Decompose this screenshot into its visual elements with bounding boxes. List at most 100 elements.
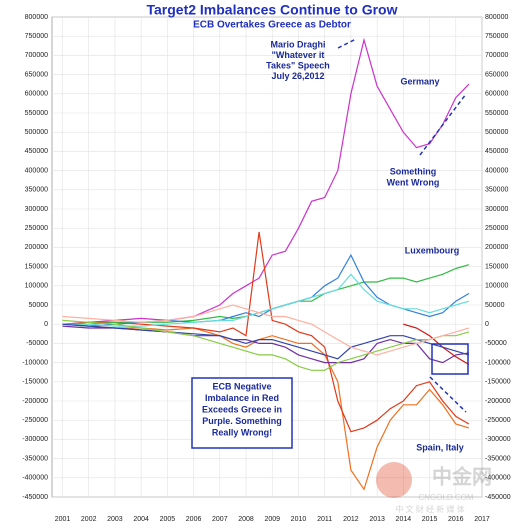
y2-tick-label: 350000 bbox=[485, 187, 508, 194]
arrow bbox=[337, 38, 357, 49]
y2-tick-label: -150000 bbox=[485, 379, 511, 386]
y-tick-label: 700000 bbox=[25, 52, 48, 59]
y2-tick-label: -100000 bbox=[485, 359, 511, 366]
annotation: Takes" Speech bbox=[266, 60, 330, 70]
y-tick-label: -300000 bbox=[22, 436, 48, 443]
y-tick-label: -100000 bbox=[22, 359, 48, 366]
annotation: Germany bbox=[400, 76, 439, 86]
y2-tick-label: 600000 bbox=[485, 91, 508, 98]
y-tick-label: 650000 bbox=[25, 71, 48, 78]
x-tick-label: 2001 bbox=[55, 516, 71, 523]
y2-tick-label: 800000 bbox=[485, 14, 508, 21]
watermark: 中金网 bbox=[432, 464, 492, 488]
x-tick-label: 2009 bbox=[264, 516, 280, 523]
y-tick-label: -250000 bbox=[22, 417, 48, 424]
y2-tick-label: -200000 bbox=[485, 398, 511, 405]
y-tick-label: 500000 bbox=[25, 129, 48, 136]
y-tick-label: 800000 bbox=[25, 14, 48, 21]
x-tick-label: 2017 bbox=[474, 516, 490, 523]
y2-tick-label: 650000 bbox=[485, 71, 508, 78]
arrow bbox=[419, 93, 467, 156]
series-line bbox=[62, 273, 470, 327]
y-tick-label: 200000 bbox=[25, 244, 48, 251]
series-line bbox=[62, 304, 470, 356]
y-tick-label: 250000 bbox=[25, 225, 48, 232]
series-line bbox=[403, 323, 470, 366]
y-tick-label: 150000 bbox=[25, 263, 48, 270]
x-tick-label: 2013 bbox=[369, 516, 385, 523]
y2-tick-label: 0 bbox=[485, 321, 489, 328]
y2-tick-label: 50000 bbox=[485, 302, 505, 309]
watermark: 中 文 财 经 新 媒 体 bbox=[395, 504, 464, 514]
x-tick-label: 2007 bbox=[212, 516, 228, 523]
series-line bbox=[62, 231, 470, 433]
y-tick-label: 750000 bbox=[25, 33, 48, 40]
x-tick-label: 2005 bbox=[160, 516, 176, 523]
arrows bbox=[337, 38, 467, 413]
series-line bbox=[62, 323, 470, 491]
y2-tick-label: -400000 bbox=[485, 475, 511, 482]
y2-tick-label: -450000 bbox=[485, 494, 511, 501]
chart-title: Target2 Imbalances Continue to Grow bbox=[146, 2, 397, 18]
y-tick-label: 600000 bbox=[25, 91, 48, 98]
series-line bbox=[62, 264, 470, 325]
annotation: Exceeds Greece in bbox=[202, 404, 282, 414]
y-tick-label: -50000 bbox=[26, 340, 48, 347]
y-tick-label: 350000 bbox=[25, 187, 48, 194]
y-tick-label: -150000 bbox=[22, 379, 48, 386]
y2-tick-label: 700000 bbox=[485, 52, 508, 59]
y2-tick-label: 400000 bbox=[485, 167, 508, 174]
annotation: Imbalance in Red bbox=[205, 393, 279, 403]
chart-subtitle: ECB Overtakes Greece as Debtor bbox=[193, 20, 351, 31]
watermark: CNGOLD.COM bbox=[418, 493, 473, 502]
annotation-box bbox=[191, 377, 293, 449]
annotation: Went Wrong bbox=[387, 177, 440, 187]
annotation: Mario Draghi bbox=[270, 39, 325, 49]
watermark-logo bbox=[376, 462, 412, 498]
y-tick-label: 300000 bbox=[25, 206, 48, 213]
y2-tick-label: 750000 bbox=[485, 33, 508, 40]
y2-tick-label: -350000 bbox=[485, 455, 511, 462]
arrow bbox=[429, 376, 467, 413]
y2-tick-label: 550000 bbox=[485, 110, 508, 117]
y2-tick-label: 100000 bbox=[485, 283, 508, 290]
annotation: Luxembourg bbox=[405, 245, 460, 255]
y2-tick-label: 150000 bbox=[485, 263, 508, 270]
annotation: "Whatever it bbox=[272, 50, 325, 60]
y-tick-label: -350000 bbox=[22, 455, 48, 462]
y2-tick-label: 500000 bbox=[485, 129, 508, 136]
y2-tick-label: -50000 bbox=[485, 340, 507, 347]
y-tick-label: 450000 bbox=[25, 148, 48, 155]
annotation: Something bbox=[390, 166, 437, 176]
x-tick-label: 2004 bbox=[133, 516, 149, 523]
x-tick-label: 2014 bbox=[396, 516, 412, 523]
y-tick-label: 50000 bbox=[29, 302, 49, 309]
x-tick-label: 2012 bbox=[343, 516, 359, 523]
highlight-box bbox=[431, 343, 469, 375]
y-tick-label: 400000 bbox=[25, 167, 48, 174]
y2-tick-label: 250000 bbox=[485, 225, 508, 232]
x-tick-label: 2003 bbox=[107, 516, 123, 523]
series-line bbox=[62, 319, 470, 371]
x-tick-label: 2016 bbox=[448, 516, 464, 523]
y2-tick-label: 200000 bbox=[485, 244, 508, 251]
y-tick-label: -450000 bbox=[22, 494, 48, 501]
x-tick-label: 2002 bbox=[81, 516, 97, 523]
y2-tick-label: -250000 bbox=[485, 417, 511, 424]
x-tick-label: 2006 bbox=[186, 516, 202, 523]
x-tick-label: 2008 bbox=[238, 516, 254, 523]
annotation: Really Wrong! bbox=[212, 427, 272, 437]
y-tick-label: 0 bbox=[44, 321, 48, 328]
annotation: ECB Negative bbox=[212, 381, 271, 391]
annotation: July 26,2012 bbox=[271, 71, 324, 81]
x-tick-label: 2011 bbox=[317, 516, 332, 523]
y2-tick-label: 450000 bbox=[485, 148, 508, 155]
y-tick-label: 550000 bbox=[25, 110, 48, 117]
annotation: Spain, Italy bbox=[416, 442, 464, 452]
y2-tick-label: -300000 bbox=[485, 436, 511, 443]
x-tick-label: 2015 bbox=[422, 516, 438, 523]
watermark-group: 中金网 CNGOLD.COM 中 文 财 经 新 媒 体 bbox=[376, 462, 492, 514]
annotation: Purple. Something bbox=[202, 416, 282, 426]
y-tick-label: -400000 bbox=[22, 475, 48, 482]
